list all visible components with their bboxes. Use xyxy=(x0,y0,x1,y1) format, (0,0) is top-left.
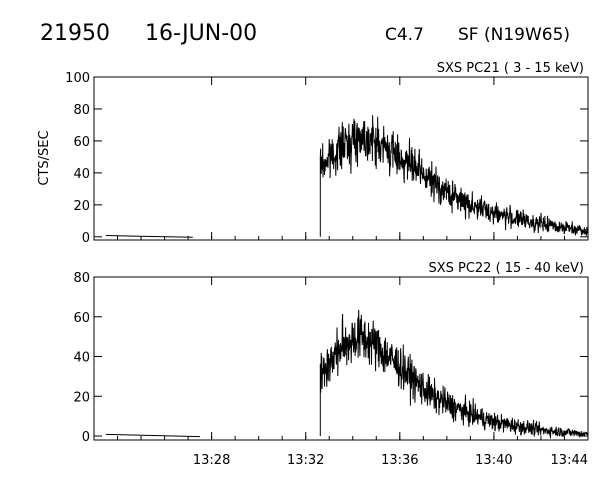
x-tick-label: 13:44 xyxy=(551,453,588,468)
panel-pc22: SXS PC22 ( 15 - 40 keV) 0 20 40 60 80 13:28 13… xyxy=(73,261,589,468)
y-tick-label: 40 xyxy=(73,167,90,182)
panel-pc21-axes: 0 20 40 60 80 100 xyxy=(65,71,589,246)
panel-pc22-axes: 0 20 40 60 80 13:28 13:32 13:36 13:40 13:44 xyxy=(73,271,589,468)
panel-pc21-data xyxy=(105,115,589,238)
panel-pc21-title: SXS PC21 ( 3 - 15 keV) xyxy=(437,61,584,76)
y-tick-label: 0 xyxy=(82,430,90,445)
x-tick-label: 13:28 xyxy=(193,453,230,468)
x-tick-label: 13:36 xyxy=(381,453,418,468)
goes-class: C4.7 xyxy=(385,25,424,45)
y-tick-label: 100 xyxy=(65,71,90,86)
y-tick-label: 0 xyxy=(82,231,90,246)
panel-pc21-frame xyxy=(93,76,589,241)
panel-pc22-frame xyxy=(93,276,589,441)
x-tick-label: 13:40 xyxy=(475,453,512,468)
y-tick-label: 20 xyxy=(73,390,90,405)
panel-pc22-title: SXS PC22 ( 15 - 40 keV) xyxy=(428,261,584,276)
panel-pc21: SXS PC21 ( 3 - 15 keV) CTS/SEC 0 20 40 60 80… xyxy=(37,61,589,246)
y-tick-label: 60 xyxy=(73,135,90,150)
y-tick-label: 20 xyxy=(73,199,90,214)
flare-location: SF (N19W65) xyxy=(458,25,570,45)
event-id: 21950 xyxy=(40,21,110,46)
event-date: 16-JUN-00 xyxy=(145,21,257,46)
y-tick-label: 80 xyxy=(73,103,90,118)
panel-pc22-data xyxy=(105,309,589,439)
y-tick-label: 60 xyxy=(73,311,90,326)
series-line xyxy=(105,115,589,238)
y-tick-label: 80 xyxy=(73,271,90,286)
y-tick-label: 40 xyxy=(73,351,90,366)
x-tick-label: 13:32 xyxy=(287,453,324,468)
y-axis-label: CTS/SEC xyxy=(37,130,52,185)
series-line xyxy=(105,309,589,439)
